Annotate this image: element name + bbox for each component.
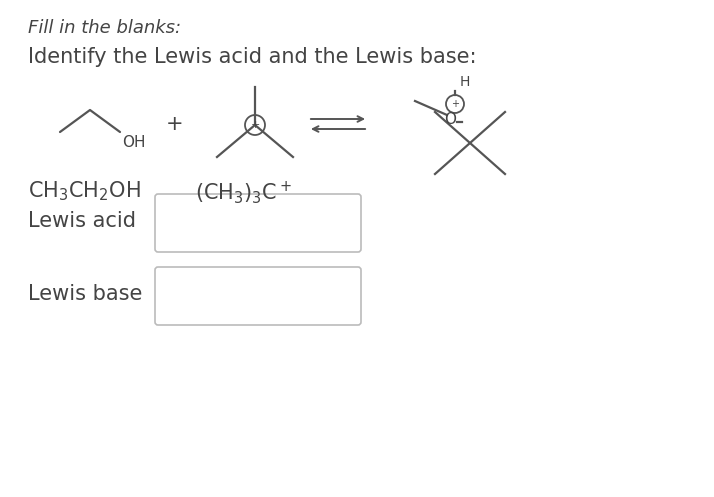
Text: O: O: [444, 111, 456, 127]
Text: OH: OH: [122, 135, 146, 150]
Text: +: +: [166, 114, 183, 134]
Text: Fill in the blanks:: Fill in the blanks:: [28, 19, 181, 37]
Text: H: H: [460, 75, 471, 89]
Text: $\mathregular{CH_3CH_2OH}$: $\mathregular{CH_3CH_2OH}$: [28, 179, 141, 203]
Text: Lewis base: Lewis base: [28, 284, 142, 304]
Text: $\mathregular{(CH_3)_3C^+}$: $\mathregular{(CH_3)_3C^+}$: [195, 179, 292, 206]
Text: Identify the Lewis acid and the Lewis base:: Identify the Lewis acid and the Lewis ba…: [28, 47, 476, 67]
FancyBboxPatch shape: [155, 194, 361, 252]
Text: +: +: [251, 120, 260, 130]
Text: +: +: [451, 99, 459, 109]
Text: Lewis acid: Lewis acid: [28, 211, 136, 231]
FancyBboxPatch shape: [155, 267, 361, 325]
